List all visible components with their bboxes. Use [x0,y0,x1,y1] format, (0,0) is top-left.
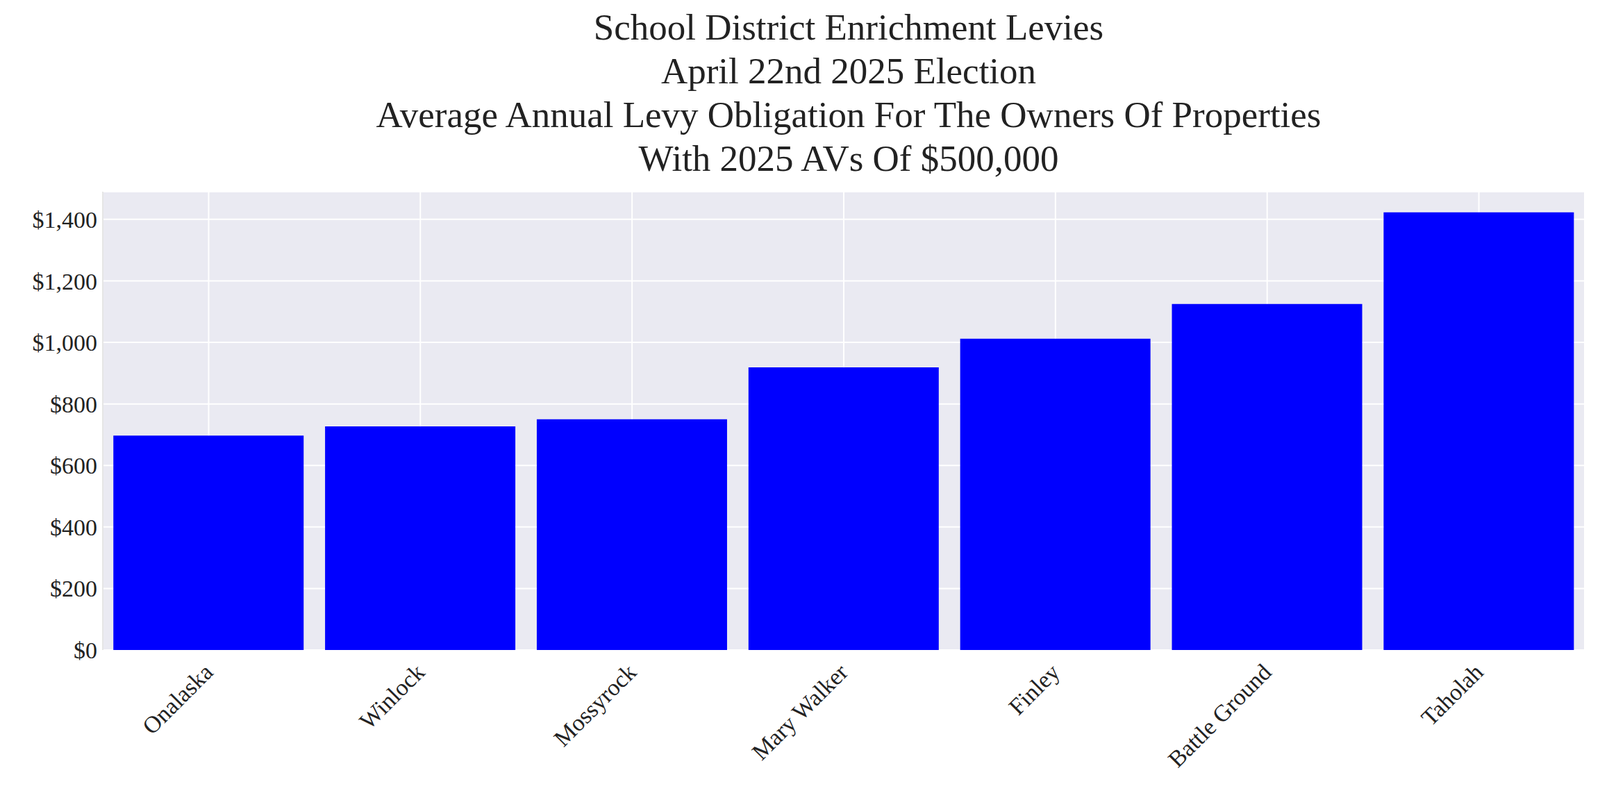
svg-text:$600: $600 [50,452,98,479]
svg-text:$1,200: $1,200 [32,268,98,295]
svg-text:Mossyrock: Mossyrock [548,659,641,752]
html-text:With 2025 AVs Of $500,000: With 2025 AVs Of $500,000 [638,138,1059,179]
svg-text:Mary Walker: Mary Walker [746,658,853,765]
svg-text:$200: $200 [50,575,98,602]
svg-text:$0: $0 [73,637,98,664]
svg-text:Winlock: Winlock [354,659,430,735]
svg-text:Finley: Finley [1003,659,1065,721]
html-text:April 22nd 2025 Election: April 22nd 2025 Election [661,50,1037,91]
svg-text:$400: $400 [50,514,98,541]
html-text:Average Annual Levy Obligation: Average Annual Levy Obligation For The O… [376,94,1322,135]
svg-text:Taholah: Taholah [1415,659,1488,731]
svg-text:$800: $800 [50,391,98,418]
svg-text:$1,400: $1,400 [32,206,98,233]
svg-text:Battle Ground: Battle Ground [1163,659,1277,773]
html-text:School District Enrichment Lev: School District Enrichment Levies [593,6,1104,48]
svg-text:Onalaska: Onalaska [137,659,219,740]
svg-text:$1,000: $1,000 [32,329,98,356]
